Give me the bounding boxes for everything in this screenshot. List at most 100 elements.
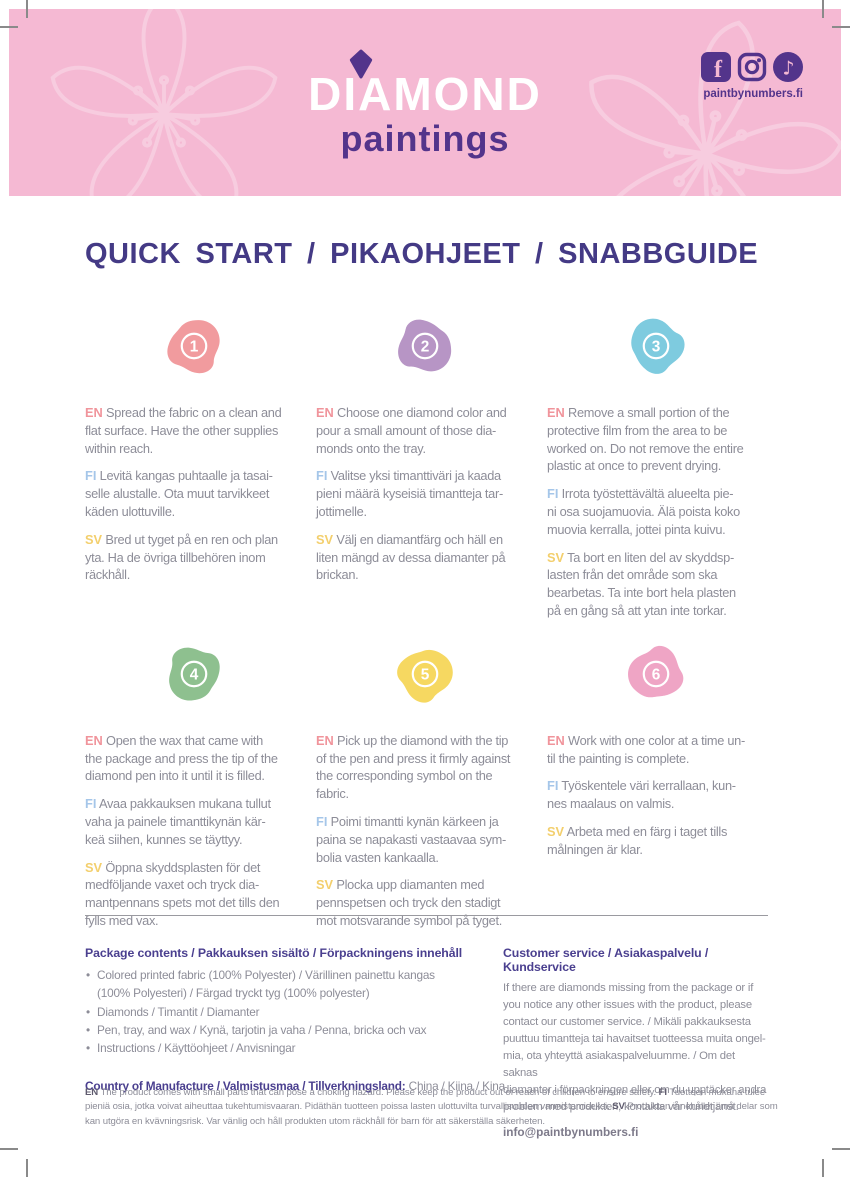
lang-sv-label: SV (547, 549, 565, 565)
step-5-badge: 5 (316, 645, 534, 708)
step-6-sv: SV Arbeta med en färg i taget tills måln… (547, 823, 728, 857)
customer-service-body: If there are diamonds missing from the p… (503, 982, 767, 1113)
fineprint-en-label: EN (85, 1087, 99, 1098)
brand-logo: DIAMOND paintings (9, 9, 841, 157)
header-banner: DIAMOND paintings f ♪ paintbynumbe (9, 9, 841, 196)
lang-en-label: EN (316, 732, 334, 748)
lang-en-label: EN (85, 405, 103, 420)
instagram-icon[interactable] (737, 52, 767, 82)
website-url[interactable]: paintbynumbers.fi (703, 88, 803, 100)
svg-text:♪: ♪ (782, 58, 794, 80)
crop-mark (26, 1159, 28, 1177)
step-4-sv: SV Öppna skyddsplasten för det medföljan… (85, 859, 280, 928)
crop-mark (0, 26, 18, 28)
lang-fi-label: FI (85, 796, 97, 812)
step-2: 2 EN Choose one diamond color and pour a… (316, 317, 534, 630)
svg-text:4: 4 (190, 666, 199, 683)
blob-number-icon: 4 (169, 647, 220, 701)
page-title: QUICK START / PIKAOHJEET / SNABBGUIDE (85, 238, 759, 270)
step-5-fi: FI Poimi timantti kynän kärkeen ja paina… (316, 813, 506, 865)
blob-number-icon: 6 (628, 645, 684, 698)
customer-service-section: Customer service / Asiakaspalvelu / Kund… (503, 946, 768, 1139)
lang-sv-label: SV (85, 531, 103, 547)
step-4-fi: FI Avaa pakkauksen mukana tullut vaha ja… (85, 796, 271, 847)
svg-text:6: 6 (652, 666, 661, 683)
step-5-en: EN Pick up the diamond with the tip of t… (316, 732, 511, 802)
diamond-icon (349, 49, 373, 79)
package-item: Pen, tray, and wax / Kynä, tarjotin ja v… (85, 1021, 485, 1040)
lang-en-label: EN (316, 405, 334, 420)
main-content: QUICK START / PIKAOHJEET / SNABBGUIDE 1 … (85, 238, 767, 940)
step-3-badge: 3 (547, 317, 765, 380)
tiktok-icon[interactable]: ♪ (773, 52, 803, 82)
step-1-sv: SV Bred ut tyget på en ren och plan yta.… (85, 531, 278, 583)
step-3: 3 EN Remove a small portion of the prote… (547, 317, 765, 630)
step-3-en: EN Remove a small portion of the protect… (547, 405, 744, 474)
svg-text:3: 3 (652, 338, 661, 355)
lang-sv-label: SV (547, 823, 565, 839)
footer: Package contents / Pakkauksen sisältö / … (85, 915, 768, 1139)
crop-mark (822, 1159, 824, 1177)
lang-sv-label: SV (316, 531, 334, 547)
package-item: Colored printed fabric (100% Polyester) … (85, 966, 485, 1003)
lang-en-label: EN (547, 732, 565, 748)
lang-sv-label: SV (85, 859, 103, 875)
svg-text:1: 1 (190, 338, 199, 355)
crop-mark (832, 26, 850, 28)
lang-fi-label: FI (316, 468, 328, 484)
customer-service-heading: Customer service / Asiakaspalvelu / Kund… (503, 946, 709, 974)
logo-subtitle: paintings (340, 118, 510, 159)
step-2-fi: FI Valitse yksi timanttiväri ja kaada pi… (316, 468, 503, 519)
blob-number-icon: 1 (167, 320, 220, 374)
facebook-icon[interactable]: f (701, 52, 731, 82)
country-label: Country of Manufacture / Valmistusmaa / … (85, 1079, 406, 1094)
safety-fine-print: EN The product comes with small parts th… (85, 1087, 778, 1127)
crop-mark (832, 1148, 850, 1150)
crop-mark (0, 1148, 18, 1150)
blob-number-icon: 2 (398, 319, 452, 372)
package-item: Instructions / Käyttöohjeet / Anvisninga… (85, 1039, 485, 1058)
step-5-sv: SV Plocka upp diamanten med pennspetsen … (316, 877, 502, 928)
step-6-en: EN Work with one color at a time un- til… (547, 732, 745, 766)
package-contents-list: Colored printed fabric (100% Polyester) … (85, 966, 485, 1058)
step-4: 4 EN Open the wax that came with the pac… (85, 645, 303, 940)
package-contents-heading: Package contents / Pakkauksen sisältö / … (85, 946, 463, 960)
step-1-fi: FI Levitä kangas puhtaalle ja tasai- sel… (85, 468, 273, 519)
fineprint-fi-label: FI (658, 1087, 667, 1098)
social-block: f ♪ paintbynumbers.fi (701, 52, 803, 100)
lang-sv-label: SV (316, 877, 334, 893)
lang-en-label: EN (85, 732, 103, 748)
blob-number-icon: 5 (397, 649, 453, 703)
country-value: China / Kiina / Kina (408, 1079, 506, 1094)
fineprint-sv-label: SV (612, 1101, 625, 1113)
blob-number-icon: 3 (631, 318, 685, 374)
svg-text:2: 2 (421, 338, 430, 355)
crop-mark (26, 0, 28, 18)
lang-fi-label: FI (316, 813, 328, 829)
logo-wordmark: DIAMOND (308, 68, 542, 120)
step-4-badge: 4 (85, 645, 303, 708)
step-4-en: EN Open the wax that came with the packa… (85, 732, 278, 784)
steps-grid: 1 EN Spread the fabric on a clean and fl… (85, 317, 767, 940)
step-5: 5 EN Pick up the diamond with the tip of… (316, 645, 534, 940)
crop-mark (822, 0, 824, 18)
step-2-badge: 2 (316, 317, 534, 380)
lang-fi-label: FI (547, 778, 559, 794)
step-3-fi: FI Irrota työstettävältä alueelta pie- n… (547, 486, 740, 537)
country-of-manufacture: Country of Manufacture / Valmistusmaa / … (85, 1079, 505, 1094)
package-item: Diamonds / Timantit / Diamanter (85, 1003, 485, 1022)
step-1: 1 EN Spread the fabric on a clean and fl… (85, 317, 303, 630)
step-1-en: EN Spread the fabric on a clean and flat… (85, 405, 282, 456)
lang-fi-label: FI (547, 486, 559, 502)
step-6-badge: 6 (547, 645, 765, 708)
lang-fi-label: FI (85, 468, 97, 484)
package-contents-section: Package contents / Pakkauksen sisältö / … (85, 946, 505, 1139)
customer-service-email[interactable]: info@paintbynumbers.fi (503, 1124, 639, 1139)
lang-en-label: EN (547, 405, 565, 420)
step-2-sv: SV Välj en diamantfärg och häll en liten… (316, 531, 506, 583)
step-6: 6 EN Work with one color at a time un- t… (547, 645, 765, 940)
step-2-en: EN Choose one diamond color and pour a s… (316, 405, 507, 456)
step-6-fi: FI Työskentele väri kerrallaan, kun- nes… (547, 778, 736, 812)
step-1-badge: 1 (85, 317, 303, 380)
